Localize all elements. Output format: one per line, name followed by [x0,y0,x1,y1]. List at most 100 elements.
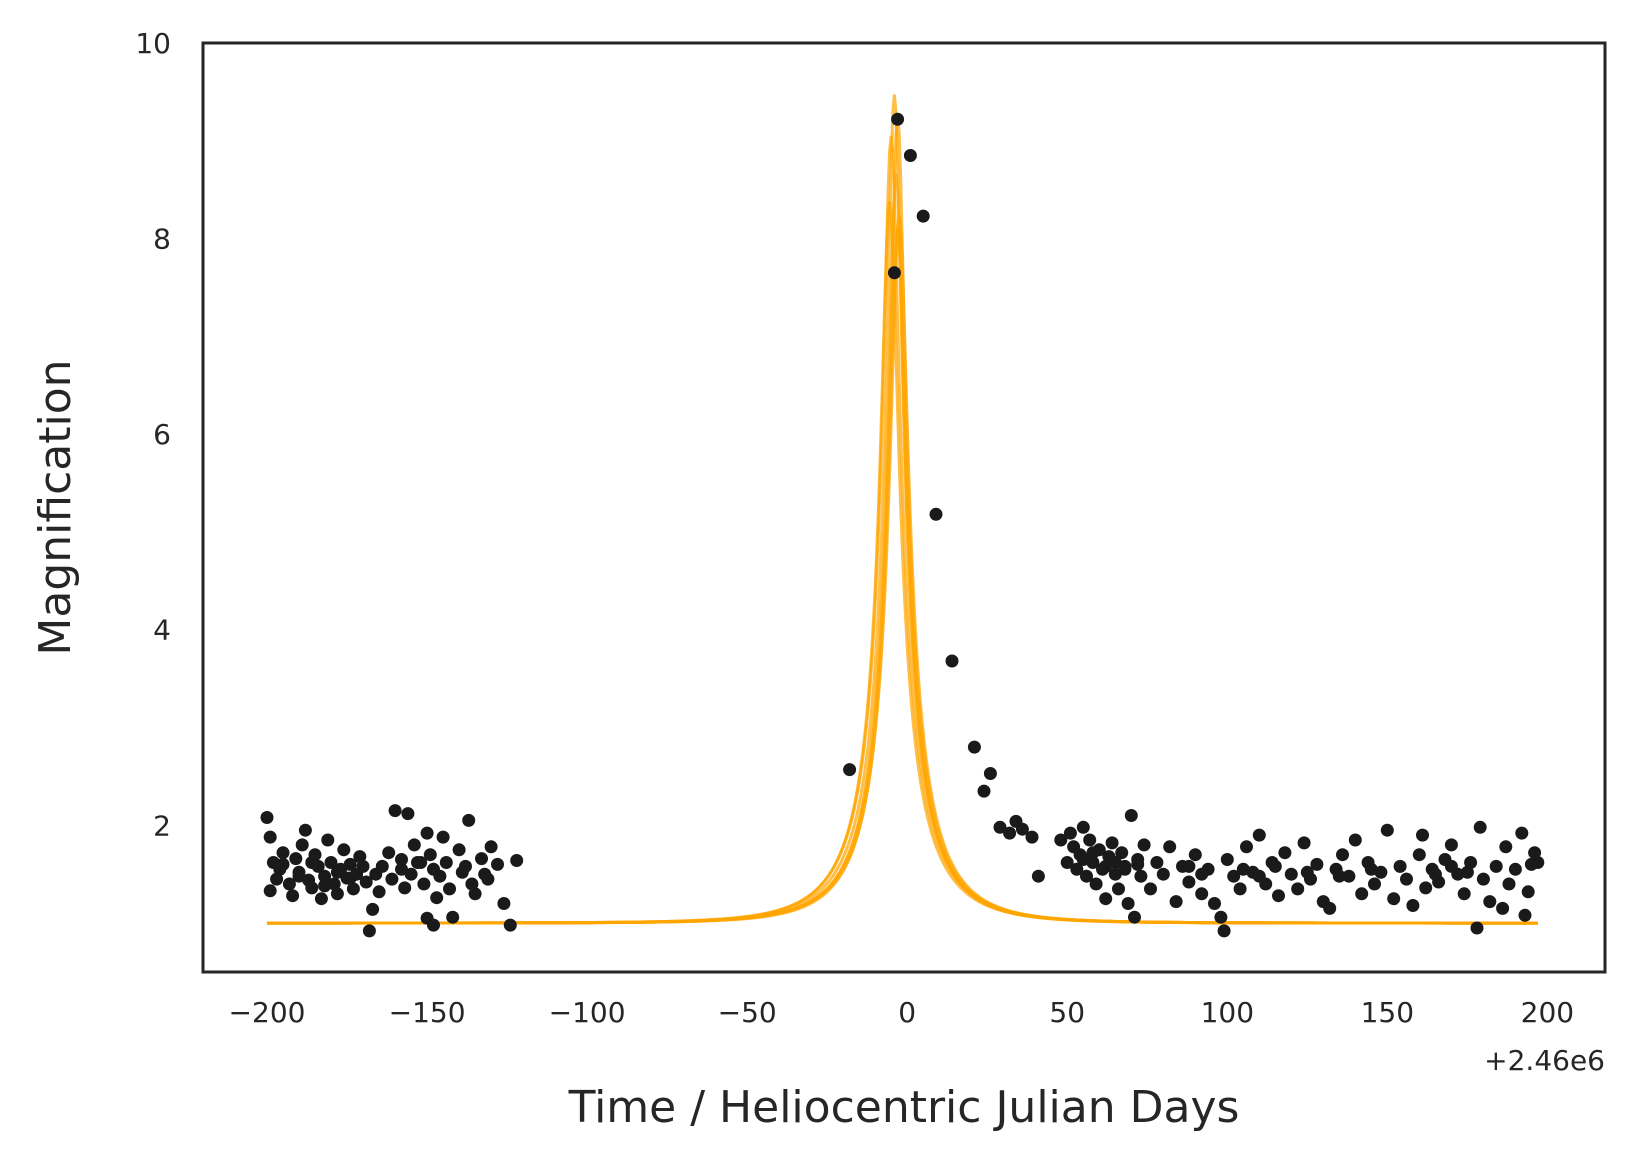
data-point [1252,869,1266,883]
data-point [1297,836,1311,850]
data-point [1063,826,1077,840]
data-point [1348,833,1362,847]
data-point [481,872,495,886]
data-point [1080,869,1093,883]
data-point [1031,869,1045,883]
y-tick-label: 4 [153,614,171,647]
data-point [1499,840,1513,854]
data-point [1416,828,1429,842]
data-point [1060,856,1074,869]
data-point [1182,875,1196,889]
data-point [1076,820,1090,834]
data-point [1150,856,1164,869]
data-point [1268,859,1282,873]
data-point [1400,872,1413,886]
data-point [1515,826,1529,840]
data-point [298,823,312,837]
x-tick-label: −100 [549,996,626,1029]
data-point [366,902,380,916]
data-point [887,266,901,280]
data-point [295,838,309,852]
data-point [1355,887,1369,901]
data-point [324,856,338,869]
data-point [1137,838,1151,852]
x-tick-label: −150 [389,996,466,1029]
data-point [1483,895,1497,909]
data-point [1217,924,1231,938]
data-point [1419,881,1433,895]
data-point [1531,856,1545,869]
data-point [388,804,402,818]
data-point [318,879,332,893]
data-point [1054,833,1068,847]
data-point [305,856,319,869]
data-point [417,877,431,891]
data-point [1284,867,1298,881]
data-point [433,869,447,883]
data-point [1076,853,1090,866]
data-point [430,891,444,905]
data-point [510,854,524,867]
x-axis-offset-label: +2.46e6 [1484,1044,1605,1077]
y-axis-ticks: 2 4 6 8 10 [135,27,171,842]
data-point [1387,892,1401,906]
data-point [1323,901,1337,915]
x-axis-title: Time / Heliocentric Julian Days [568,1082,1240,1133]
data-point [1208,897,1221,910]
data-point [1252,828,1266,842]
data-point [1227,869,1241,883]
data-point [407,838,421,852]
data-point [1025,830,1039,844]
data-point [1015,822,1029,836]
data-point [1444,838,1458,852]
plot-frame [201,41,1607,974]
data-point [945,654,959,668]
data-point [263,830,277,844]
data-point [1278,846,1292,860]
data-point [1089,877,1103,891]
data-point [305,881,319,895]
data-point [359,875,373,889]
data-point [369,867,383,881]
data-point [1128,910,1141,924]
model-curves [267,94,1538,925]
data-point [484,840,498,854]
data-point [475,852,488,866]
data-point [395,853,408,866]
data-point [1105,836,1119,850]
data-point [1099,892,1113,906]
data-point [321,833,335,847]
data-point [1521,885,1535,899]
x-axis-ticks: −200 −150 −100 −50 0 50 100 150 200 [229,996,1575,1029]
data-point [1236,862,1250,876]
data-point [1188,848,1202,862]
data-point [459,859,472,873]
x-tick-label: 0 [898,996,916,1029]
data-point [1195,867,1209,881]
data-point [1473,820,1487,834]
data-point [977,784,991,798]
data-point [1083,833,1097,847]
data-point [1332,869,1346,883]
data-point [1310,857,1324,871]
data-point [916,209,930,223]
data-point [263,884,277,898]
data-point [1380,823,1394,837]
data-point [1144,882,1157,896]
data-point [1233,882,1247,896]
data-point [1182,859,1196,873]
data-point [314,892,328,906]
model-curve-7 [267,227,1538,925]
data-point [260,811,274,824]
x-tick-label: 50 [1049,996,1085,1029]
data-point [452,843,466,857]
data-point [929,507,943,521]
data-point [1518,908,1532,922]
x-tick-label: −200 [229,996,306,1029]
data-point [993,820,1007,834]
data-point [1496,901,1510,915]
data-point [1124,809,1138,822]
data-point [1272,889,1285,903]
data-point [270,872,284,886]
